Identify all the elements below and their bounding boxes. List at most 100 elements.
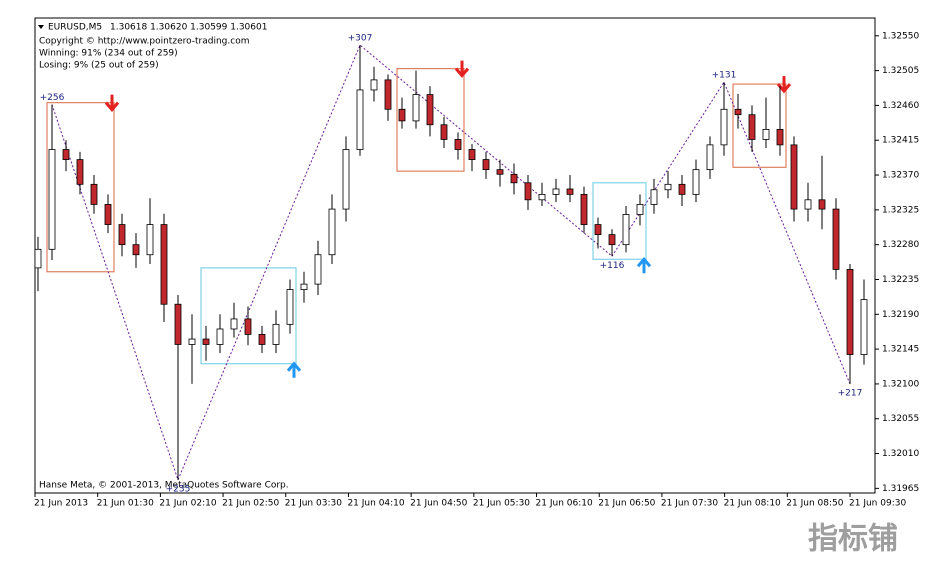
candle-body [762,129,770,140]
x-tick-label: 21 Jun 04:50 [410,499,467,509]
signal-label: +217 [838,388,863,398]
sell-arrow [104,94,120,112]
candle-body [720,108,728,146]
candle-body [76,159,84,185]
y-tick-label: 1.32055 [882,414,919,424]
candle-body [118,224,126,246]
candle-body [356,89,364,150]
y-tick-label: 1.32010 [882,449,919,459]
candle-body [538,193,546,201]
candle-body [454,139,462,150]
x-tick-label: 21 Jun 08:50 [786,499,843,509]
signal-label: +256 [40,93,65,103]
x-tick-label: 21 Jun 06:50 [598,499,655,509]
candle-body [692,169,700,195]
candle-body [636,204,644,215]
signal-box [592,182,647,260]
y-tick-label: 1.32190 [882,310,919,320]
candle-body [146,224,154,256]
candle-body [286,289,294,325]
candle-body [846,269,854,355]
candle-body [160,224,168,305]
candle-body [580,193,588,225]
candle-body [650,189,658,205]
x-tick-label: 21 Jun 2013 [34,499,88,509]
plot-frame [34,17,876,494]
candle-body [188,338,196,345]
x-tick-label: 21 Jun 06:10 [536,499,593,509]
y-tick-label: 1.32280 [882,240,919,250]
y-tick-label: 1.32370 [882,171,919,181]
candle-body [860,299,868,355]
x-tick-label: 21 Jun 02:10 [159,499,216,509]
signal-box [46,102,115,273]
x-tick-label: 21 Jun 04:10 [347,499,404,509]
candle-body [678,183,686,195]
x-tick-label: 21 Jun 07:30 [661,499,718,509]
candle-body [818,199,826,210]
candle-body [706,144,714,171]
x-tick-label: 21 Jun 08:10 [724,499,781,509]
candle-body [524,182,532,201]
candle-body [482,159,490,171]
candle-body [370,79,378,91]
candle-body [216,328,224,345]
signal-label: +235 [166,484,191,494]
candle-body [342,149,350,210]
info-line: Losing: 9% (25 out of 259) [39,61,159,71]
candle-body [734,108,742,116]
buy-arrow [636,256,652,274]
candle-body [440,124,448,140]
quote: 1.30618 1.30620 1.30599 1.30601 [110,23,267,33]
candle-body [748,114,756,140]
watermark: 指标铺 [808,522,898,557]
signal-label: +116 [600,261,625,271]
info-line: Winning: 91% (234 out of 259) [39,49,178,59]
candle-body [412,94,420,122]
signal-box [396,68,465,172]
candle-body [496,169,504,175]
symbol: EURUSD,M5 [48,23,102,33]
y-tick-label: 1.32460 [882,101,919,111]
candle-body [776,129,784,146]
signal-box [200,267,297,365]
candle-body [552,188,560,195]
candle-body [300,283,308,290]
x-tick-label: 21 Jun 05:30 [473,499,530,509]
y-tick-label: 1.31965 [882,484,919,494]
candle-body [272,323,280,345]
y-tick-label: 1.32235 [882,275,919,285]
candle-body [622,214,630,246]
candle-body [202,338,210,345]
x-tick-label: 21 Jun 01:30 [97,499,154,509]
y-tick-label: 1.32325 [882,205,919,215]
candle-body [244,318,252,335]
candle-body [426,94,434,126]
candle-body [90,183,98,205]
signal-label: +131 [712,71,737,81]
y-tick-label: 1.32550 [882,31,919,41]
candle-body [384,79,392,110]
candle-body [832,208,840,270]
candle-body [790,144,798,210]
candle-body [510,173,518,184]
candle-body [174,303,182,345]
candle-body [258,334,266,345]
candle-body [34,248,42,269]
candle-body [566,188,574,195]
candle-body [594,224,602,236]
x-tick-label: 21 Jun 02:50 [222,499,279,509]
y-tick-label: 1.32145 [882,345,919,355]
candle-body [398,108,406,122]
candle-body [230,318,238,330]
candle-body [132,244,140,256]
sell-arrow [454,60,470,78]
candle-body [314,254,322,285]
candle-body [48,149,56,250]
candle-body [608,234,616,246]
y-tick-label: 1.32100 [882,379,919,389]
x-tick-label: 21 Jun 09:30 [849,499,906,509]
x-tick-label: 21 Jun 03:30 [285,499,342,509]
